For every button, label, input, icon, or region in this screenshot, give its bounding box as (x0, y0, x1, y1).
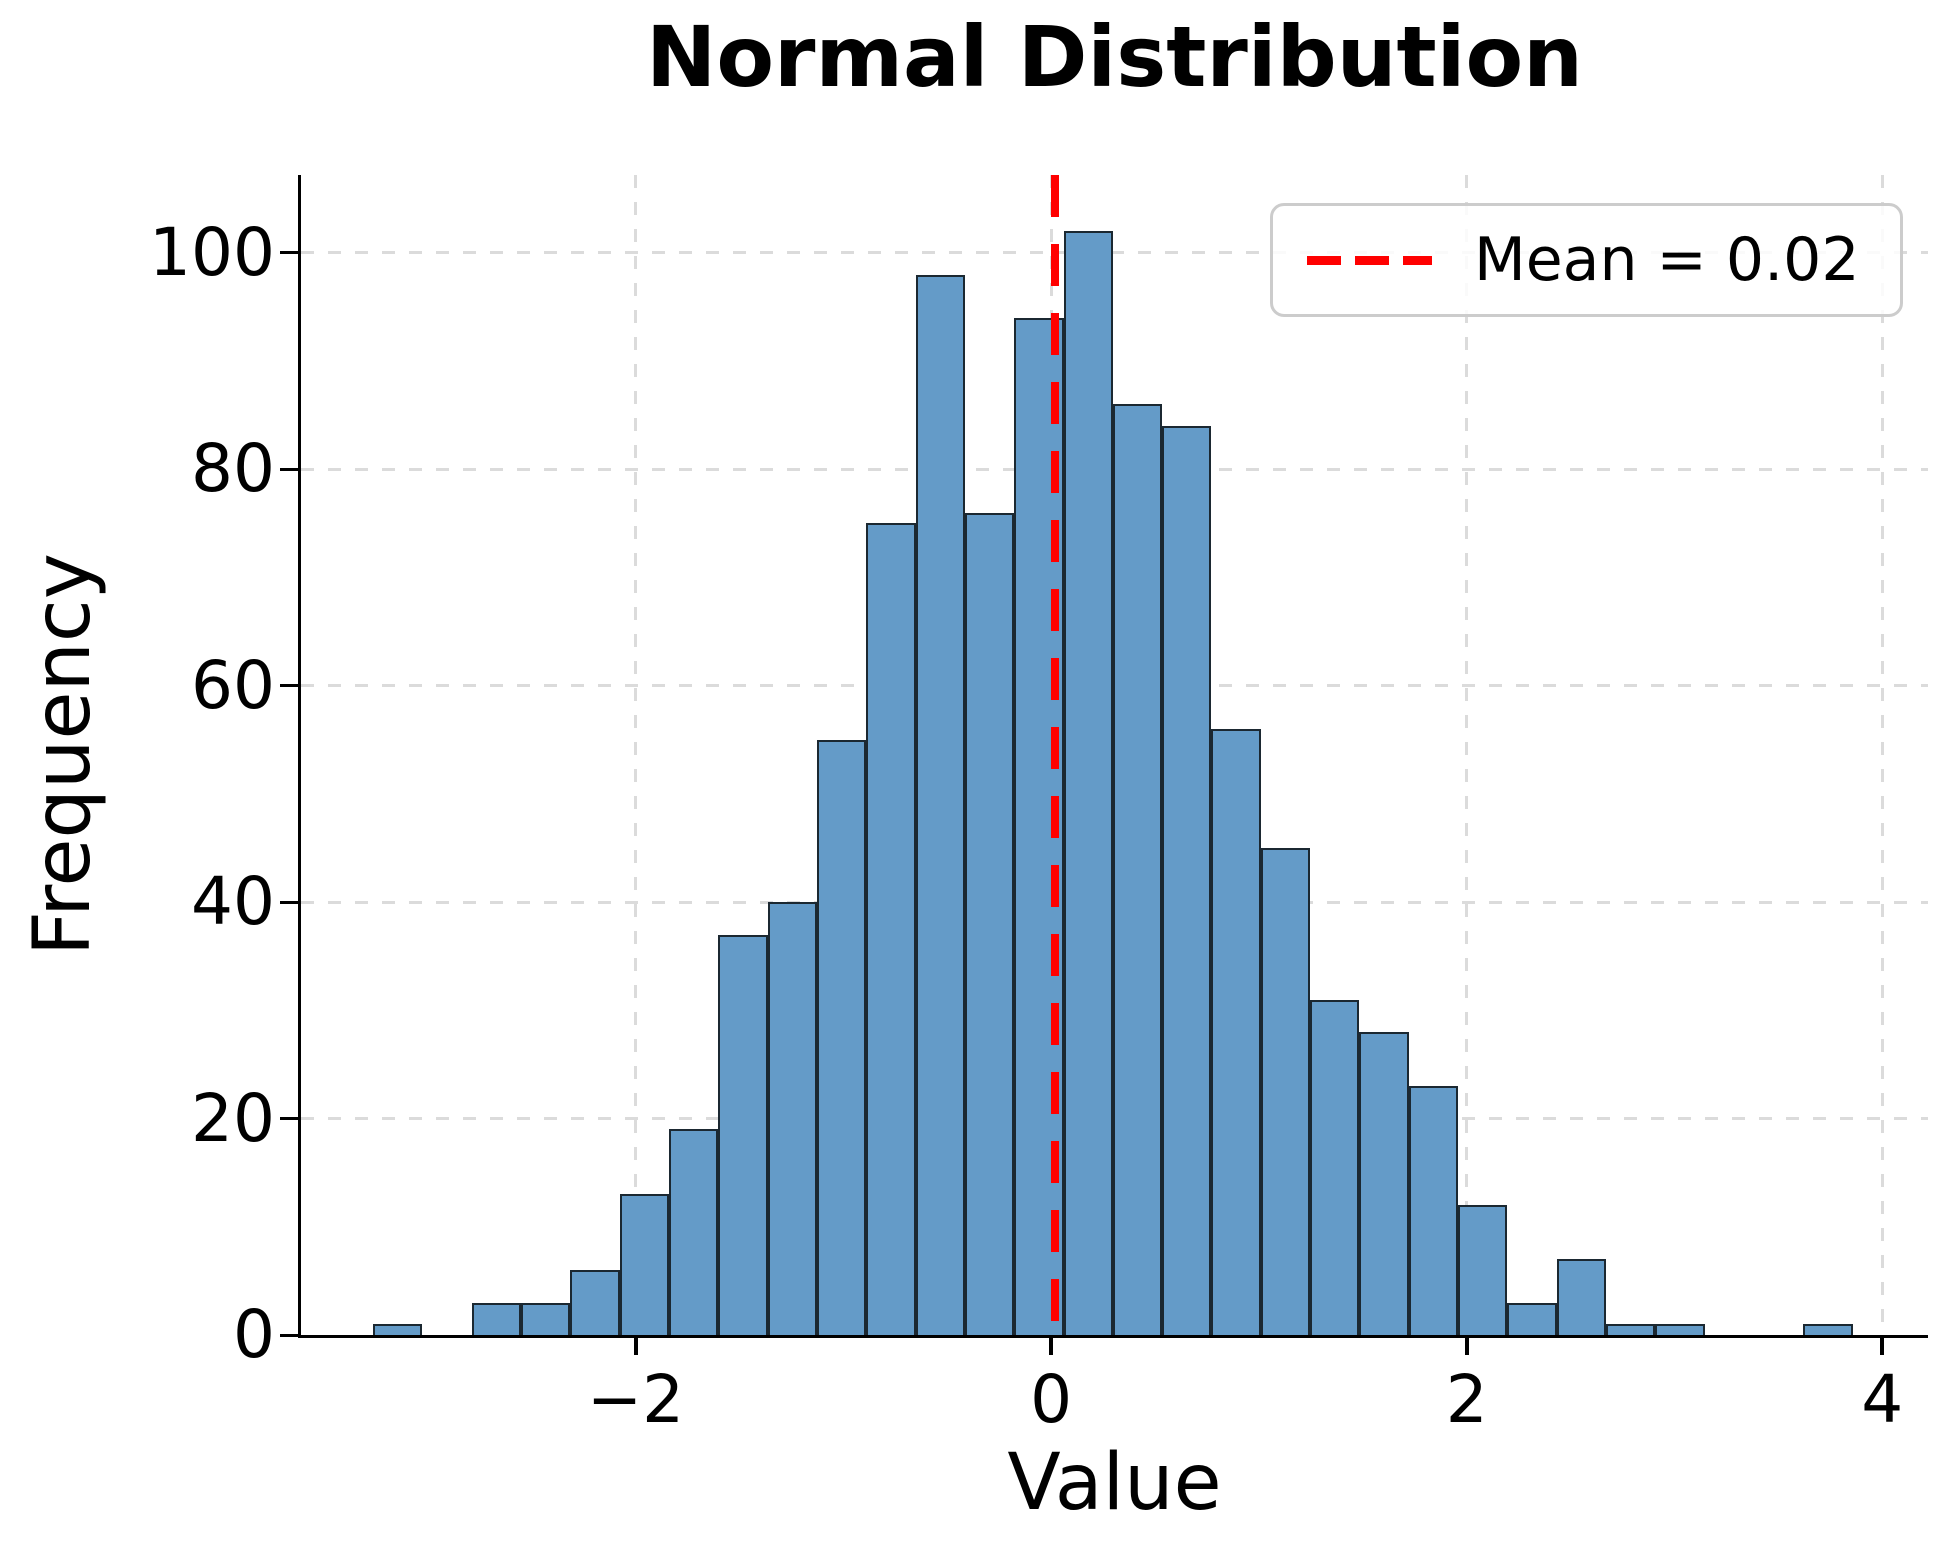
x-tick-label-0: 0 (1030, 1361, 1073, 1438)
histogram-bar (1803, 1324, 1853, 1335)
x-axis-spine (298, 1335, 1928, 1338)
x-tick-4 (1880, 1335, 1885, 1355)
mean-line (1051, 175, 1060, 1335)
histogram-bar (1310, 999, 1360, 1335)
x-tick-2 (1464, 1335, 1469, 1355)
histogram-bar (915, 274, 965, 1335)
y-tick-label-80: 80 (191, 430, 275, 508)
histogram-bar (1655, 1324, 1705, 1335)
y-tick-label-100: 100 (149, 213, 275, 291)
histogram-bar (1162, 426, 1212, 1335)
gridline-x-4 (1880, 175, 1884, 1335)
y-tick-label-60: 60 (191, 646, 275, 724)
histogram-bar (1063, 231, 1113, 1335)
y-tick-label-20: 20 (191, 1079, 275, 1157)
y-tick-40 (280, 900, 298, 904)
y-tick-60 (280, 684, 298, 688)
x-tick-0 (1049, 1335, 1054, 1355)
chart-title: Normal Distribution (646, 8, 1583, 106)
gridline-x--2 (634, 175, 638, 1335)
y-tick-100 (280, 251, 298, 255)
histogram-bar (1211, 729, 1261, 1335)
histogram-bar (767, 902, 817, 1335)
histogram-bar (471, 1302, 521, 1335)
histogram-bar (1359, 1032, 1409, 1335)
histogram-bar (866, 523, 916, 1335)
gridline-x-2 (1465, 175, 1469, 1335)
y-tick-label-0: 0 (233, 1296, 275, 1373)
histogram-bar (570, 1270, 620, 1335)
histogram-bar (1458, 1205, 1508, 1335)
histogram-bar (1408, 1086, 1459, 1335)
histogram-bar (520, 1302, 571, 1335)
x-tick-label-2: 2 (1445, 1361, 1488, 1438)
histogram-bar (372, 1324, 423, 1335)
y-tick-20 (280, 1117, 298, 1121)
y-tick-80 (280, 467, 298, 471)
x-axis-label: Value (1007, 1438, 1222, 1528)
histogram-bar (668, 1129, 719, 1335)
histogram-bar (964, 512, 1015, 1335)
x-tick-label--2: −2 (586, 1361, 685, 1438)
histogram-bar (718, 934, 768, 1335)
histogram-bar (1260, 848, 1311, 1335)
legend-label: Mean = 0.02 (1474, 225, 1860, 295)
histogram-bar (1556, 1259, 1607, 1335)
histogram-bar (1112, 404, 1163, 1335)
y-axis-label: Frequency (18, 553, 108, 957)
y-axis-spine (298, 175, 301, 1338)
histogram-bar (816, 739, 867, 1335)
legend: Mean = 0.02 (1270, 203, 1903, 317)
histogram-bar (619, 1194, 669, 1335)
mean-dashed-line-swatch (1307, 255, 1432, 265)
y-tick-0 (280, 1333, 298, 1337)
x-tick-label-4: 4 (1861, 1361, 1904, 1438)
gridline-y-100 (301, 251, 1928, 255)
plot-area (301, 175, 1928, 1335)
x-tick--2 (633, 1335, 638, 1355)
y-tick-label-40: 40 (191, 863, 275, 941)
histogram-bar (1507, 1302, 1557, 1335)
histogram-bar (1606, 1324, 1656, 1335)
